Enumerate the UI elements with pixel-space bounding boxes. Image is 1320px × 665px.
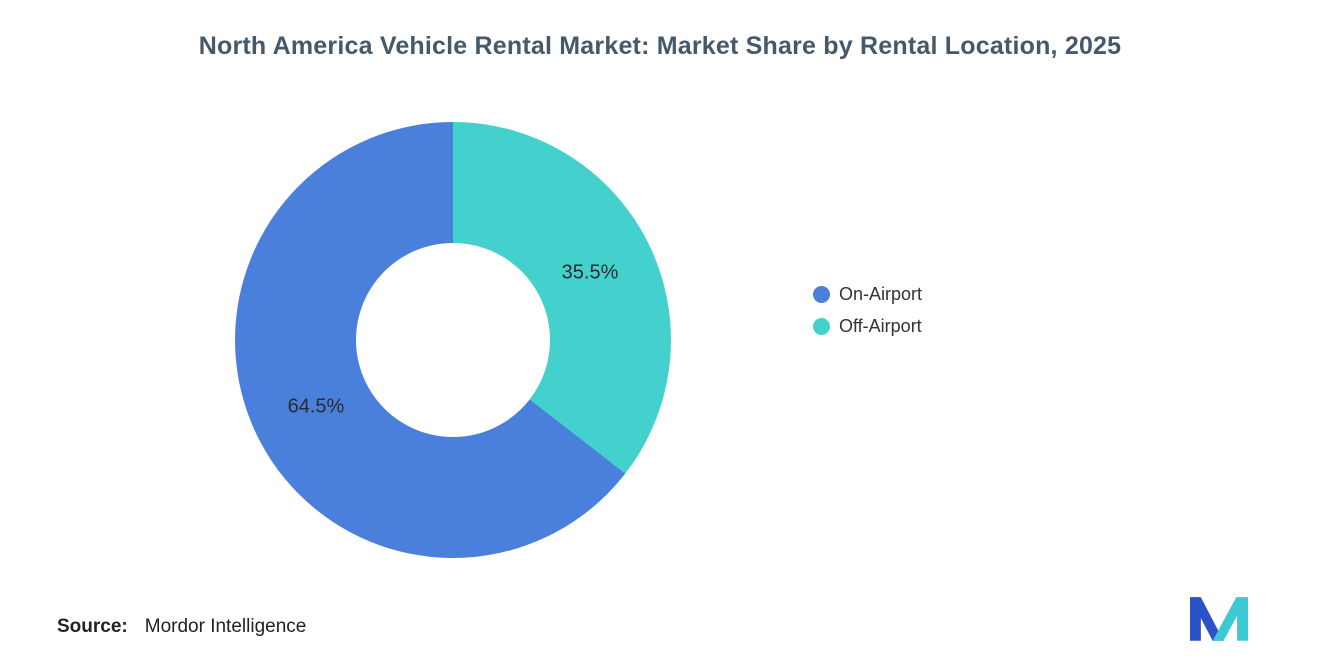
legend-swatch-on-airport-icon (813, 286, 830, 303)
source-line: Source: Mordor Intelligence (57, 616, 306, 638)
donut-hole (355, 242, 551, 438)
chart-title: North America Vehicle Rental Market: Mar… (198, 32, 1122, 60)
legend: On-Airport Off-Airport (813, 284, 922, 337)
source-label: Source: (57, 616, 128, 637)
source-text: Mordor Intelligence (144, 616, 307, 637)
legend-item-off-airport: Off-Airport (813, 316, 922, 337)
legend-item-on-airport: On-Airport (813, 284, 922, 305)
slice-label-off-airport: 35.5% (561, 261, 619, 284)
legend-label-off-airport: Off-Airport (839, 316, 922, 336)
donut-chart: 35.5% 64.5% (235, 122, 671, 558)
mordor-intelligence-logo (1190, 597, 1248, 641)
slice-label-on-airport: 64.5% (287, 395, 345, 418)
legend-swatch-off-airport-icon (813, 318, 830, 335)
legend-label-on-airport: On-Airport (839, 284, 923, 304)
